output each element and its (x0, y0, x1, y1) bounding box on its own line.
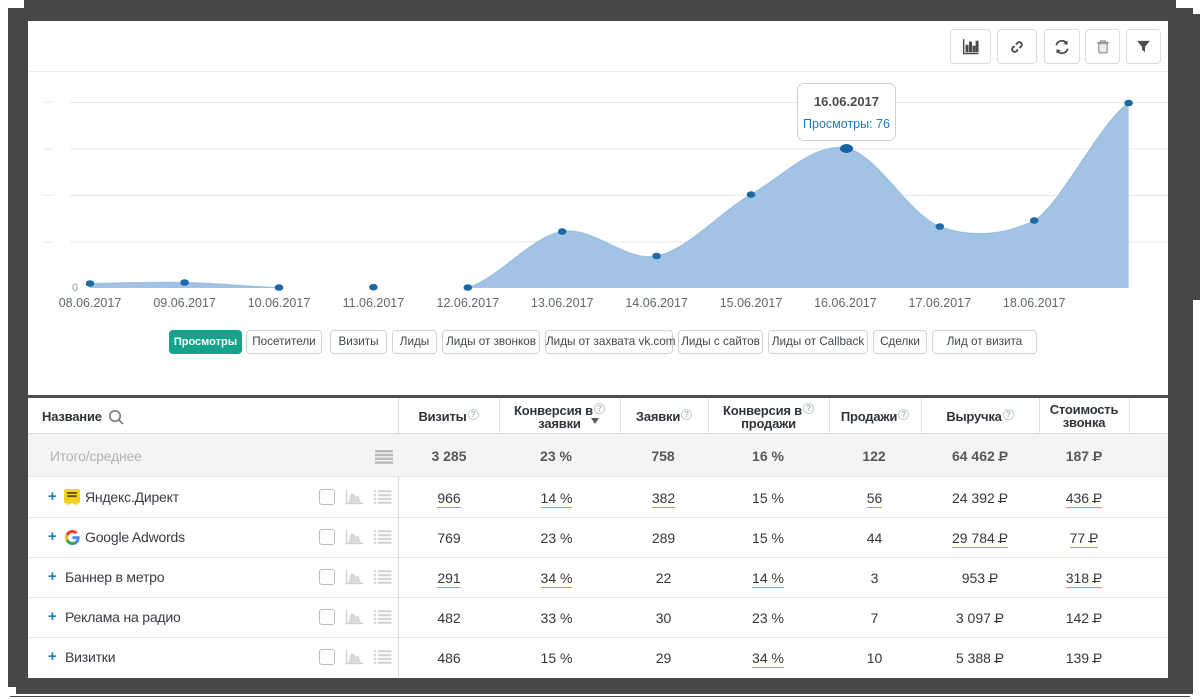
svg-text:12.06.2017: 12.06.2017 (437, 296, 500, 310)
svg-text:14.06.2017: 14.06.2017 (625, 296, 688, 310)
svg-text:10.06.2017: 10.06.2017 (248, 296, 311, 310)
svg-text:09.06.2017: 09.06.2017 (153, 296, 216, 310)
svg-text:16.06.2017: 16.06.2017 (814, 296, 877, 310)
svg-text:18.06.2017: 18.06.2017 (1003, 296, 1066, 310)
svg-text:17.06.2017: 17.06.2017 (909, 296, 972, 310)
svg-text:15.06.2017: 15.06.2017 (720, 296, 783, 310)
svg-text:0: 0 (72, 282, 78, 294)
svg-text:08.06.2017: 08.06.2017 (59, 296, 122, 310)
svg-text:11.06.2017: 11.06.2017 (343, 296, 405, 310)
svg-text:13.06.2017: 13.06.2017 (531, 296, 594, 310)
